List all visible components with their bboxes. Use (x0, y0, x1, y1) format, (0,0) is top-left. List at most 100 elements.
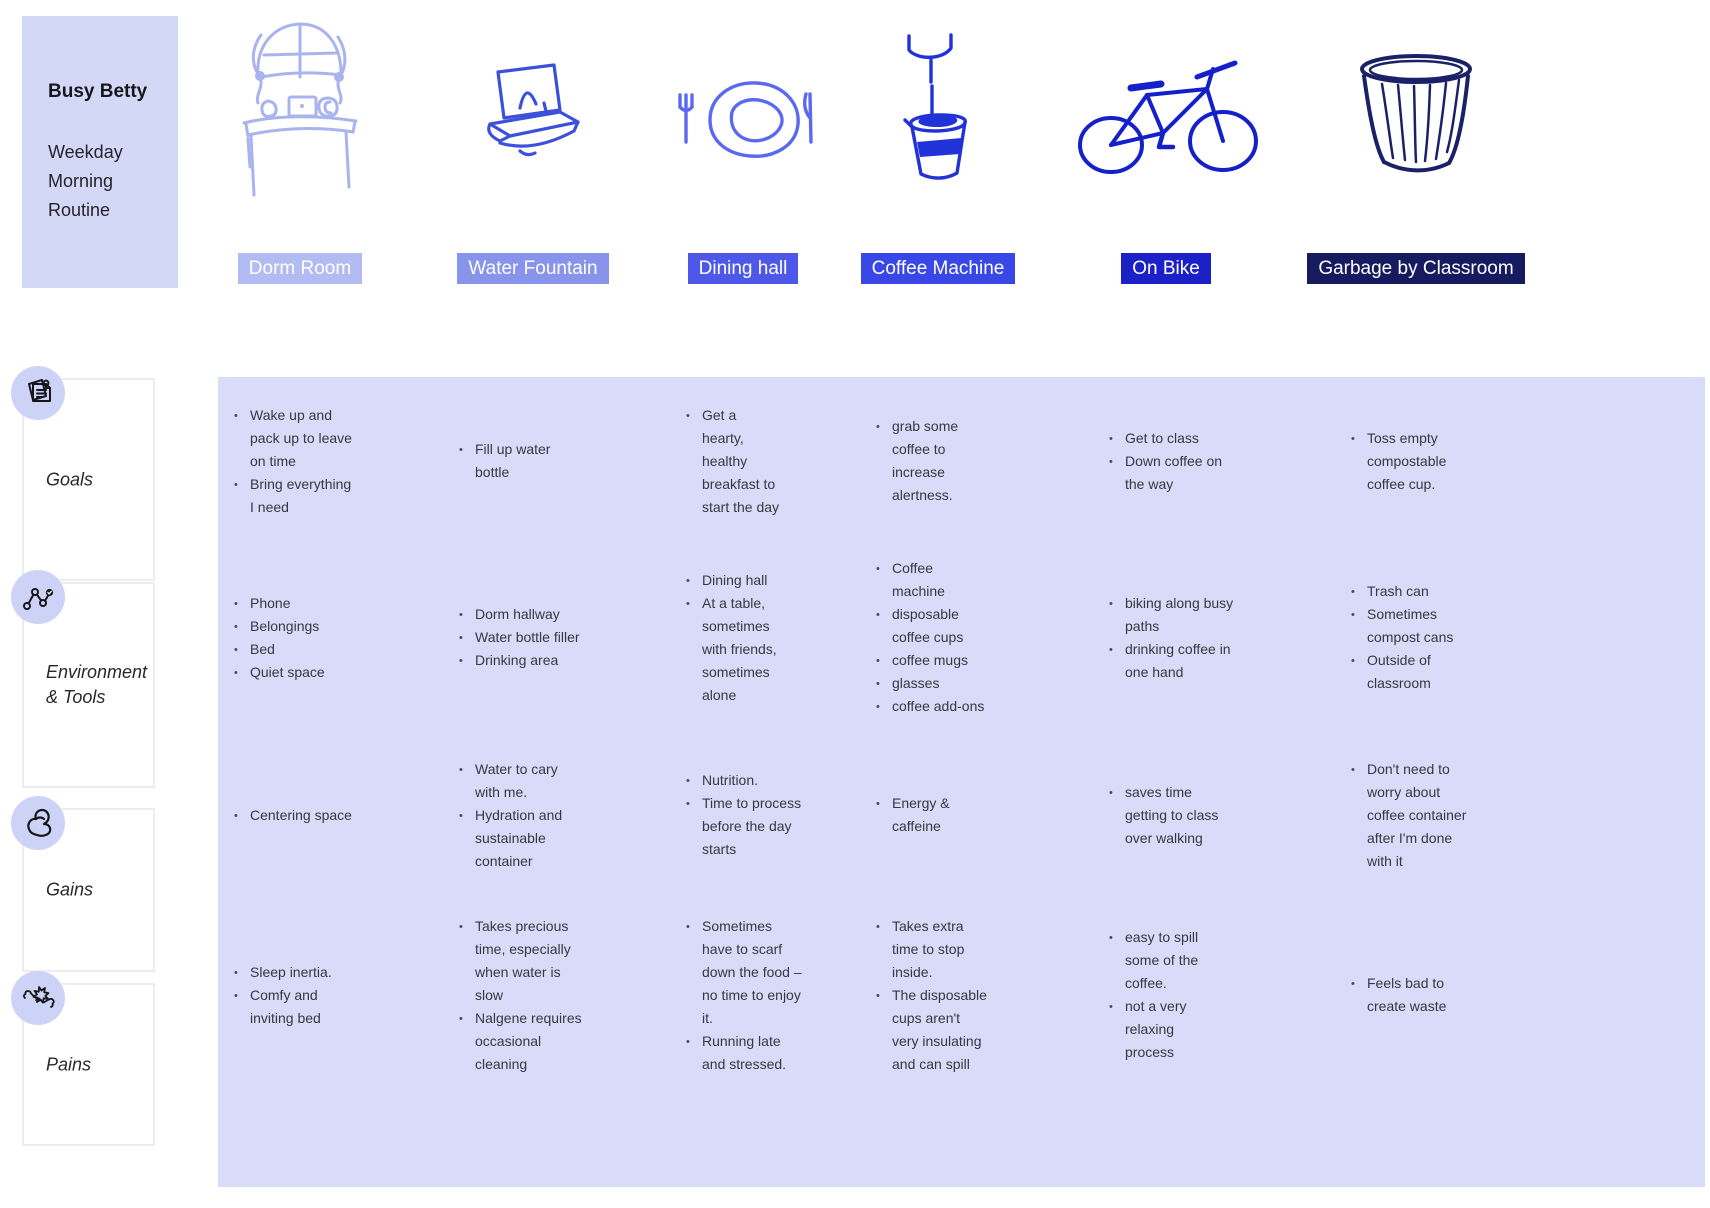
cell-env-garbage[interactable]: Trash canSometimes compost cansOutside o… (1330, 545, 1705, 730)
cell-env-dining-hall[interactable]: Dining hallAt a table, sometimes with fr… (665, 545, 860, 730)
bicycle-sketch-icon[interactable] (1073, 55, 1259, 175)
bullet-item: coffee mugs (875, 649, 985, 673)
environment-tools-icon-badge[interactable] (11, 570, 65, 624)
bullet-item: glasses (875, 672, 985, 696)
row-label-box-goals[interactable]: Goals (11, 366, 155, 581)
dorm-room-sketch-icon[interactable] (234, 15, 366, 200)
cell-env-water-fountain[interactable]: Dorm hallwayWater bottle fillerDrinking … (440, 545, 665, 730)
dining-plate-sketch-icon[interactable] (670, 68, 816, 163)
cell-gains-water-fountain[interactable]: Water to cary with me.Hydration and sust… (440, 730, 665, 900)
cell-goals-garbage[interactable]: Toss empty compostable coffee cup. (1330, 377, 1705, 545)
bullet-item: drinking coffee in one hand (1108, 638, 1238, 684)
bicep-icon (27, 808, 52, 837)
bullet-item: Energy & caffeine (875, 792, 955, 838)
row-label-box-environment-tools[interactable]: Environment & Tools (11, 570, 155, 788)
column-label-coffee-machine[interactable]: Coffee Machine (860, 253, 1016, 284)
bullet-list: Toss empty compostable coffee cup. (1350, 427, 1460, 496)
bullet-list: Coffee machinedisposable coffee cupscoff… (875, 557, 985, 719)
cell-gains-on-bike[interactable]: saves time getting to class over walking (1085, 730, 1330, 900)
bullet-list: Takes precious time, especially when wat… (458, 915, 583, 1076)
cell-pains-garbage[interactable]: Feels bad to create waste (1330, 900, 1705, 1090)
bullet-item: Takes extra time to stop inside. (875, 915, 990, 984)
cell-goals-water-fountain[interactable]: Fill up water bottle (440, 377, 665, 545)
bullet-item: disposable coffee cups (875, 603, 985, 649)
cell-pains-on-bike[interactable]: easy to spill some of the coffee.not a v… (1085, 900, 1330, 1090)
row-label-goals: Goals (46, 469, 94, 489)
bullet-list: Fill up water bottle (458, 438, 563, 484)
cell-goals-dorm-room[interactable]: Wake up and pack up to leave on timeBrin… (218, 377, 440, 545)
bullet-list: Centering space (233, 804, 373, 828)
row-label-environment-tools: Environment & Tools (46, 662, 148, 707)
row-label-gains: Gains (46, 879, 94, 900)
bullet-list: Water to cary with me.Hydration and sust… (458, 758, 568, 873)
cell-pains-dining-hall[interactable]: Sometimes have to scarf down the food – … (665, 900, 860, 1090)
bullet-item: Fill up water bottle (458, 438, 563, 484)
bullet-list: Feels bad to create waste (1350, 972, 1455, 1018)
cell-pains-water-fountain[interactable]: Takes precious time, especially when wat… (440, 900, 665, 1090)
persona-card[interactable]: Busy Betty Weekday Morning Routine (22, 16, 178, 288)
bullet-list: easy to spill some of the coffee.not a v… (1108, 926, 1220, 1064)
row-label-box-gains[interactable]: Gains (11, 796, 155, 972)
persona-name: Busy Betty (48, 81, 148, 102)
bullet-item: easy to spill some of the coffee. (1108, 926, 1220, 995)
row-label-pains: Pains (46, 1054, 92, 1074)
bullet-item: Coffee machine (875, 557, 985, 603)
bullet-list: PhoneBelongingsBedQuiet space (233, 592, 353, 685)
bullet-item: biking along busy paths (1108, 592, 1238, 638)
column-on-bike: On Bike (1016, 55, 1316, 284)
row-label-box-pains[interactable]: Pains (11, 971, 155, 1146)
bullet-item: Bed (233, 638, 353, 662)
bullet-item: Trash can (1350, 580, 1465, 604)
cell-env-dorm-room[interactable]: PhoneBelongingsBedQuiet space (218, 545, 440, 730)
bullet-list: Sometimes have to scarf down the food – … (685, 915, 803, 1076)
cell-pains-coffee-machine[interactable]: Takes extra time to stop inside.The disp… (860, 900, 1085, 1090)
bullet-item: grab some coffee to increase alertness. (875, 415, 965, 507)
cell-gains-garbage[interactable]: Don't need to worry about coffee contain… (1330, 730, 1705, 900)
bullet-list: grab some coffee to increase alertness. (875, 415, 965, 507)
column-label-water-fountain[interactable]: Water Fountain (457, 253, 609, 284)
cell-goals-on-bike[interactable]: Get to classDown coffee on the way (1085, 377, 1330, 545)
cell-goals-dining-hall[interactable]: Get a hearty, healthy breakfast to start… (665, 377, 860, 545)
bullet-item: At a table, sometimes with friends, some… (685, 592, 785, 707)
coffee-machine-sketch-icon[interactable] (895, 30, 981, 180)
gains-icon-badge[interactable] (11, 796, 65, 850)
cell-pains-dorm-room[interactable]: Sleep inertia.Comfy and inviting bed (218, 900, 440, 1090)
bullet-list: Don't need to worry about coffee contain… (1350, 758, 1470, 873)
bullet-list: Wake up and pack up to leave on timeBrin… (233, 404, 355, 519)
bullet-item: Down coffee on the way (1108, 450, 1228, 496)
cell-env-coffee-machine[interactable]: Coffee machinedisposable coffee cupscoff… (860, 545, 1085, 730)
cell-gains-dorm-room[interactable]: Centering space (218, 730, 440, 900)
bullet-item: Toss empty compostable coffee cup. (1350, 427, 1460, 496)
cell-gains-dining-hall[interactable]: Nutrition.Time to process before the day… (665, 730, 860, 900)
notes-icon (28, 379, 51, 402)
column-label-garbage-by-classroom[interactable]: Garbage by Classroom (1307, 253, 1525, 284)
bullet-item: Get to class (1108, 427, 1228, 451)
bullet-item: The disposable cups aren't very insulati… (875, 984, 990, 1076)
goals-icon-badge[interactable] (11, 366, 65, 420)
bullet-item: Water to cary with me. (458, 758, 568, 804)
bullet-item: not a very relaxing process (1108, 995, 1220, 1064)
row-goals: Wake up and pack up to leave on timeBrin… (218, 377, 1705, 545)
bullet-item: Time to process before the day starts (685, 792, 805, 861)
cell-gains-coffee-machine[interactable]: Energy & caffeine (860, 730, 1085, 900)
column-dining-hall: Dining hall (593, 68, 893, 284)
column-label-on-bike[interactable]: On Bike (1121, 253, 1211, 284)
bullet-list: biking along busy pathsdrinking coffee i… (1108, 592, 1238, 684)
column-label-dorm-room[interactable]: Dorm Room (237, 253, 363, 284)
cell-goals-coffee-machine[interactable]: grab some coffee to increase alertness. (860, 377, 1085, 545)
bullet-item: Feels bad to create waste (1350, 972, 1455, 1018)
bullet-list: Dorm hallwayWater bottle fillerDrinking … (458, 603, 593, 673)
bullet-list: Energy & caffeine (875, 792, 955, 838)
bullet-item: Running late and stressed. (685, 1030, 803, 1076)
bullet-item: Dining hall (685, 569, 785, 593)
row-gains: Centering space Water to cary with me.Hy… (218, 730, 1705, 900)
garbage-can-sketch-icon[interactable] (1357, 52, 1475, 177)
bullet-list: Takes extra time to stop inside.The disp… (875, 915, 990, 1076)
bullet-item: Water bottle filler (458, 626, 593, 650)
column-label-dining-hall[interactable]: Dining hall (687, 253, 799, 284)
bullet-list: Trash canSometimes compost cansOutside o… (1350, 580, 1465, 695)
water-fountain-sketch-icon[interactable] (478, 62, 588, 167)
pains-icon-badge[interactable] (11, 971, 65, 1025)
row-environment-tools: PhoneBelongingsBedQuiet space Dorm hallw… (218, 545, 1705, 730)
cell-env-on-bike[interactable]: biking along busy pathsdrinking coffee i… (1085, 545, 1330, 730)
